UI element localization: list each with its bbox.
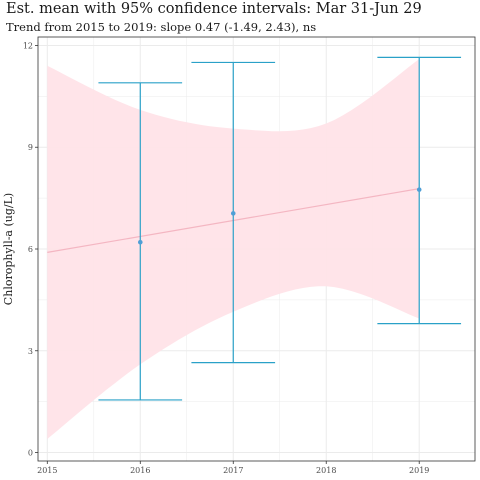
chart-subtitle: Trend from 2015 to 2019: slope 0.47 (-1.… <box>6 20 317 34</box>
mean-point <box>230 211 236 216</box>
y-tick-label: 6 <box>28 245 33 254</box>
x-tick-label: 2015 <box>37 466 57 475</box>
mean-point <box>416 187 422 192</box>
axis-layer: 0 3 6 9 12 2015 2016 2017 2018 2019 <box>23 41 430 475</box>
x-tick-label: 2016 <box>130 466 150 475</box>
x-tick-label: 2018 <box>316 466 336 475</box>
y-tick-label: 9 <box>28 143 33 152</box>
mean-point <box>137 239 143 245</box>
y-tick-label: 3 <box>28 347 33 356</box>
chart-title: Est. mean with 95% confidence intervals:… <box>6 1 422 17</box>
y-tick-label: 12 <box>23 41 33 50</box>
y-tick-label: 0 <box>28 449 33 458</box>
x-tick-label: 2017 <box>223 466 243 475</box>
x-tick-label: 2019 <box>409 466 429 475</box>
y-axis-label: Chlorophyll-a (ug/L) <box>2 193 15 305</box>
data-points-layer <box>137 187 422 245</box>
